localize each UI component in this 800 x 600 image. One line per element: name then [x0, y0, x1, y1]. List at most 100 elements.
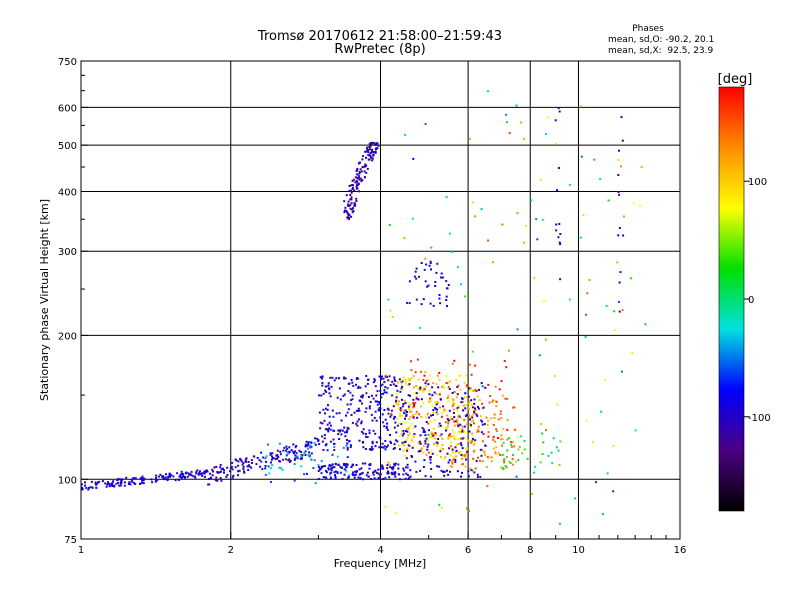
data-point — [455, 443, 458, 446]
data-point — [330, 467, 332, 470]
data-point — [362, 446, 365, 449]
data-point — [448, 388, 451, 390]
data-point — [367, 475, 370, 478]
data-point — [350, 466, 353, 469]
data-point — [618, 300, 620, 303]
data-point — [94, 481, 97, 484]
data-point — [430, 449, 433, 452]
data-point — [426, 285, 429, 288]
data-point — [90, 486, 93, 489]
data-point — [354, 470, 357, 473]
data-point — [209, 472, 212, 475]
data-point — [429, 262, 432, 265]
data-point — [367, 151, 370, 153]
data-point — [187, 472, 190, 475]
data-point — [223, 469, 226, 472]
data-point — [453, 390, 456, 393]
data-point — [412, 157, 415, 160]
data-point — [398, 378, 401, 381]
data-point — [491, 400, 494, 403]
data-point — [410, 369, 413, 371]
data-point — [324, 444, 327, 447]
data-point — [521, 452, 524, 455]
data-point — [490, 456, 493, 459]
data-point — [464, 455, 467, 458]
data-point — [431, 433, 433, 436]
data-point — [492, 447, 495, 450]
data-point — [229, 470, 231, 473]
data-point — [142, 477, 144, 480]
data-point — [396, 440, 399, 443]
data-point — [356, 424, 359, 427]
data-point — [203, 475, 206, 478]
data-point — [194, 475, 196, 478]
data-point — [455, 455, 458, 458]
data-point — [345, 194, 348, 197]
data-point — [460, 444, 463, 447]
data-point — [387, 461, 390, 464]
data-point — [156, 479, 159, 482]
data-point — [442, 387, 445, 389]
data-point — [461, 398, 464, 401]
data-point — [397, 463, 400, 466]
data-point — [338, 387, 341, 390]
data-point — [188, 473, 191, 476]
data-point — [447, 437, 450, 440]
data-point — [247, 464, 250, 467]
data-point — [296, 457, 299, 460]
data-point — [226, 473, 229, 476]
data-point — [487, 419, 490, 422]
data-point — [536, 238, 539, 241]
data-point — [350, 202, 353, 205]
data-point — [369, 401, 372, 404]
data-point — [424, 371, 427, 374]
data-point — [201, 474, 204, 477]
data-point — [400, 381, 403, 384]
data-point — [605, 304, 608, 307]
data-point — [260, 451, 263, 454]
data-point — [432, 427, 435, 430]
data-point — [512, 406, 515, 409]
data-point — [463, 396, 466, 399]
data-point — [381, 464, 384, 467]
data-point — [411, 217, 414, 220]
data-point — [357, 385, 360, 388]
data-point — [386, 444, 389, 447]
data-point — [405, 413, 408, 416]
data-point — [481, 385, 484, 388]
data-point — [433, 442, 435, 445]
data-point — [430, 396, 433, 399]
data-point — [426, 413, 429, 416]
data-point — [358, 172, 361, 175]
data-point — [400, 387, 403, 390]
data-point — [404, 417, 406, 420]
data-point — [350, 378, 353, 381]
data-point — [289, 459, 292, 462]
data-point — [333, 466, 336, 469]
data-point — [219, 466, 222, 469]
data-point — [469, 467, 472, 470]
data-point — [432, 382, 435, 385]
data-point — [476, 430, 479, 433]
data-point — [480, 431, 483, 434]
data-point — [107, 482, 110, 485]
data-point — [384, 374, 387, 377]
data-point — [494, 440, 497, 443]
data-point — [467, 509, 470, 512]
data-point — [450, 416, 453, 419]
data-point — [354, 181, 357, 184]
data-point — [379, 407, 382, 410]
data-point — [281, 469, 284, 471]
data-point — [401, 405, 404, 408]
data-point — [424, 434, 427, 437]
data-point — [155, 476, 157, 479]
data-point — [346, 447, 349, 449]
data-point — [388, 375, 391, 378]
data-point — [80, 483, 83, 486]
data-point — [475, 390, 478, 392]
data-point — [617, 234, 620, 237]
data-point — [487, 456, 490, 459]
data-point — [270, 458, 273, 461]
data-point — [372, 397, 375, 400]
